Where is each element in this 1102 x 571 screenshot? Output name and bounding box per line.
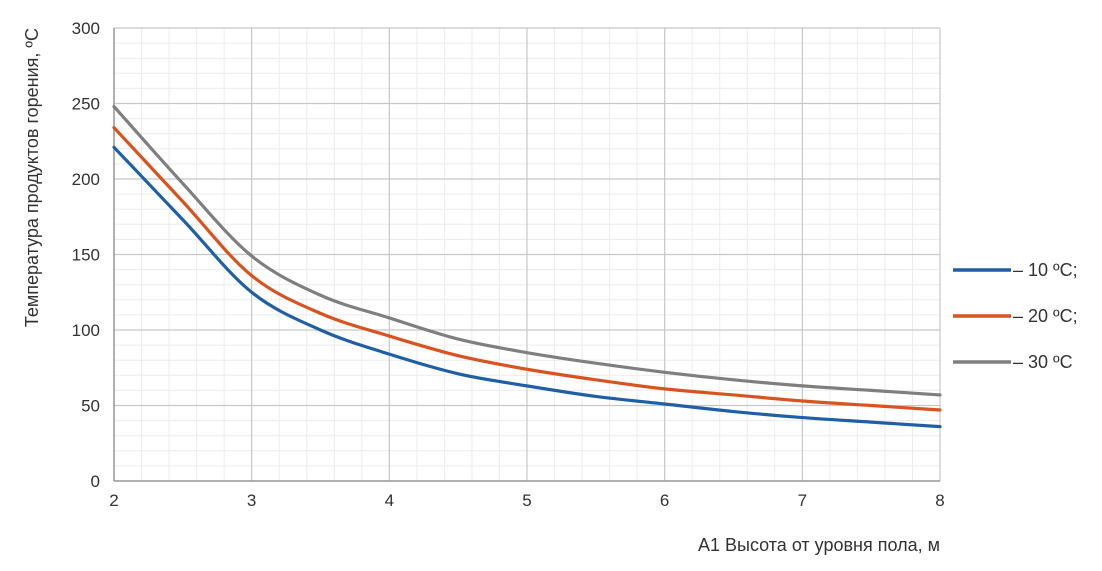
- y-tick-label: 0: [91, 472, 100, 491]
- legend-label-3: – 30 ºС: [1013, 352, 1073, 372]
- legend: – 10 ºС; – 20 ºС; – 30 ºС: [953, 260, 1078, 372]
- x-tick-label: 7: [798, 491, 807, 510]
- y-tick-label: 100: [72, 321, 100, 340]
- legend-label-2: – 20 ºС;: [1013, 306, 1078, 326]
- axes: [113, 28, 940, 482]
- x-tick-label: 8: [935, 491, 944, 510]
- x-tick-label: 5: [522, 491, 531, 510]
- y-tick-label: 300: [72, 19, 100, 38]
- series-line-2: [112, 126, 942, 412]
- y-axis-title: Температура продуктов горения, ºС: [22, 28, 42, 327]
- series-line-1: [112, 145, 942, 429]
- x-tick-label: 2: [109, 491, 118, 510]
- y-tick-label: 150: [72, 246, 100, 265]
- x-axis-title: A1 Высота от уровня пола, м: [698, 535, 940, 555]
- x-tick-label: 4: [385, 491, 394, 510]
- x-tick-label: 3: [247, 491, 256, 510]
- tick-labels: 2 3 4 5 6 7 8 0 50 100 150 200 250 300: [72, 19, 945, 510]
- y-tick-label: 200: [72, 170, 100, 189]
- x-tick-label: 6: [660, 491, 669, 510]
- series-lines: [112, 104, 942, 429]
- y-tick-label: 250: [72, 95, 100, 114]
- legend-label-1: – 10 ºС;: [1013, 260, 1078, 280]
- series-line-3: [112, 104, 942, 397]
- y-tick-label: 50: [81, 397, 100, 416]
- grid: [113, 27, 941, 482]
